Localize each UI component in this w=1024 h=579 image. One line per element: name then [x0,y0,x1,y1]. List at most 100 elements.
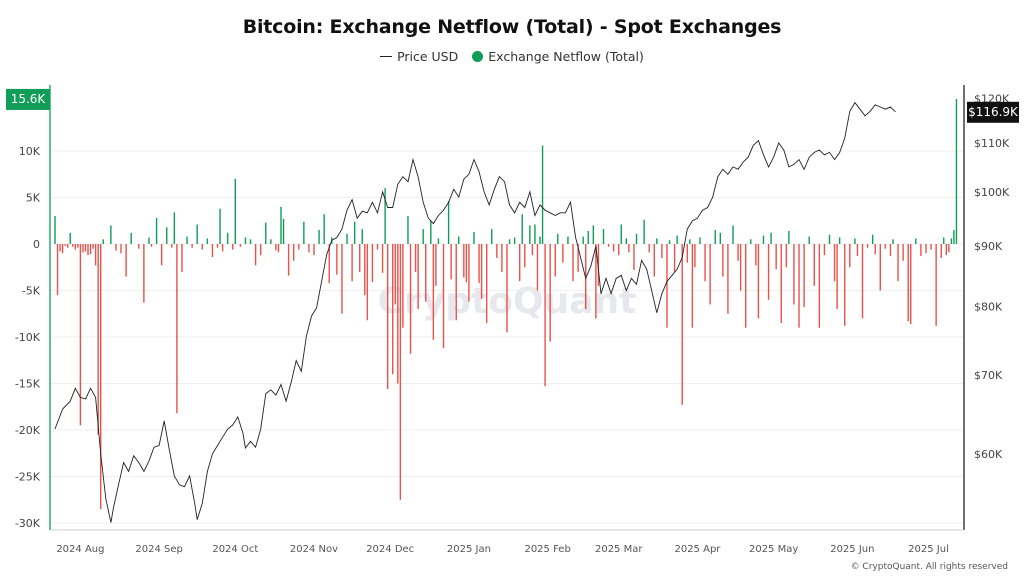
netflow-bar [402,244,404,328]
netflow-bar [780,244,782,324]
x-tick-label: 2025 May [749,544,798,555]
netflow-bar [541,145,544,244]
netflow-bar [628,244,630,253]
x-tick-label: 2024 Oct [212,544,258,555]
netflow-bar [386,244,389,390]
netflow-bar [59,244,61,252]
netflow-bar [232,244,234,250]
netflow-bar [56,244,59,296]
netflow-bar [298,244,300,250]
dot-swatch-icon [472,51,484,62]
netflow-bar [191,244,193,248]
netflow-bar [828,234,831,244]
netflow-bar [892,239,894,244]
netflow-bar [328,244,330,284]
netflow-bar [554,244,556,277]
netflow-bar [620,224,622,244]
legend-label-netflow: Exchange Netflow (Total) [488,49,644,64]
netflow-bar [308,244,310,253]
netflow-bar [442,244,445,349]
netflow-bar [838,237,841,244]
netflow-bar [940,244,942,258]
netflow-bar [437,238,440,244]
netflow-bar [544,244,546,387]
netflow-bar [435,244,437,286]
netflow-bar [557,233,559,244]
netflow-bar [120,244,122,254]
netflow-bar [798,244,800,328]
netflow-bar [409,244,412,354]
netflow-bar [943,237,945,244]
netflow-bar [150,244,153,247]
netflow-bar [534,224,536,244]
netflow-bar [87,244,89,256]
netflow-bar [788,230,790,244]
netflow-bar [275,244,277,251]
right-value-badge-label: $116.9K [968,105,1019,119]
netflow-bar [64,244,66,246]
netflow-bar [450,244,452,280]
netflow-bar [625,238,628,244]
netflow-bar [351,244,353,282]
netflow-bar [930,244,932,250]
netflow-bar [666,244,668,328]
netflow-bar [465,244,468,283]
netflow-bar [775,244,777,270]
netflow-bar [910,244,912,324]
netflow-bar [148,237,150,244]
netflow-bar [110,225,112,244]
price-line [54,101,896,523]
netflow-bar [689,239,691,244]
left-tick-label: -25K [15,471,41,484]
netflow-bar [808,236,810,244]
netflow-bar [744,244,747,328]
netflow-bar [77,244,79,248]
netflow-bar [567,236,569,244]
netflow-bar [714,230,716,244]
netflow-bar [727,244,729,314]
netflow-bar [239,244,242,247]
netflow-bar [755,244,757,266]
netflow-bar [861,244,864,319]
legend-item-netflow[interactable]: Exchange Netflow (Total) [472,49,644,64]
netflow-bar [757,244,760,319]
netflow-bar [430,220,432,244]
netflow-bar [376,244,379,250]
netflow-bar [216,244,219,248]
netflow-bar [181,244,183,272]
netflow-bar [244,237,247,244]
netflow-bar [422,229,424,244]
netflow-bar [531,244,534,256]
netflow-bar [125,244,127,277]
netflow-bar [336,244,338,275]
netflow-bar [673,244,676,272]
netflow-bar [94,244,97,266]
left-tick-label: 0 [33,238,40,251]
netflow-bar [656,238,658,244]
netflow-bar [166,227,168,244]
netflow-bar [597,244,600,286]
netflow-bar [607,244,610,247]
netflow-bar [874,244,876,255]
netflow-bar [592,225,595,244]
netflow-bar [508,239,511,244]
netflow-bar [414,244,417,272]
netflow-bar [897,244,899,282]
value-badges: 15.6K $116.9K [6,88,1019,123]
netflow-bar [513,237,516,244]
netflow-bar [536,244,539,291]
legend-item-price[interactable]: Price USD [380,49,458,64]
right-axis-ticks: $120K$110K$100K$90K$80K$70K$60K [974,92,1010,461]
netflow-bar [458,236,460,244]
netflow-bar [417,244,419,310]
netflow-bar [709,244,711,305]
netflow-bar [849,244,851,268]
netflow-bar [143,244,145,303]
netflow-bar [833,244,836,282]
netflow-bar [793,244,795,305]
x-tick-label: 2024 Sep [135,544,182,555]
netflow-bar [813,244,815,286]
netflow-bar [468,244,470,302]
